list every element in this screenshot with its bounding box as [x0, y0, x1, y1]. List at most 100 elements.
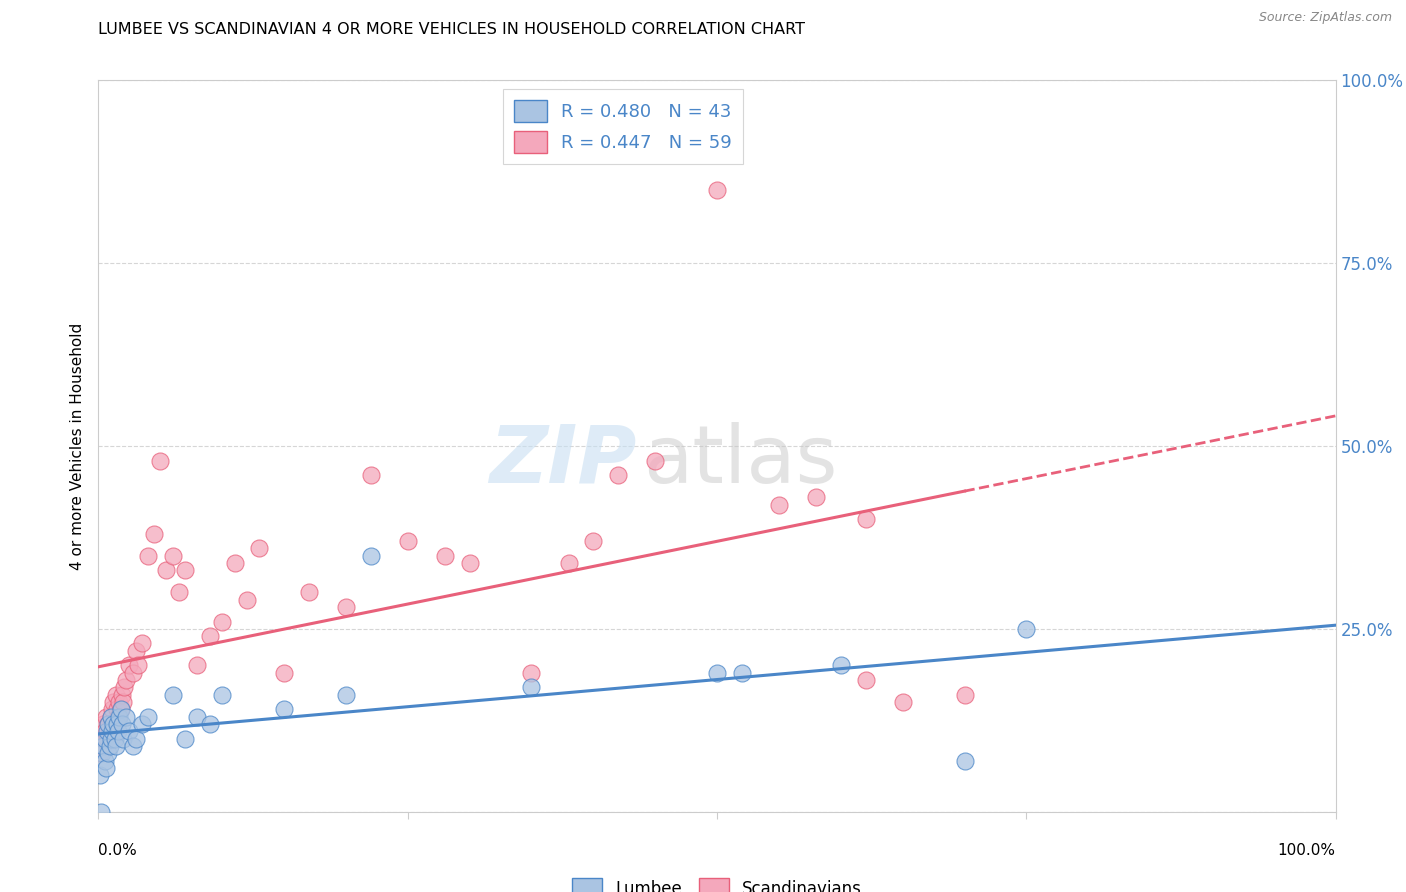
Point	[101, 724, 124, 739]
Point	[607, 468, 630, 483]
Point	[211, 615, 233, 629]
Text: 0.0%: 0.0%	[98, 843, 138, 858]
Point	[186, 709, 208, 723]
Point	[103, 717, 125, 731]
Point	[706, 183, 728, 197]
Point	[108, 709, 131, 723]
Point	[93, 739, 115, 753]
Point	[98, 739, 121, 753]
Point	[122, 739, 145, 753]
Point	[100, 731, 122, 746]
Point	[93, 724, 115, 739]
Point	[298, 585, 321, 599]
Point	[198, 717, 221, 731]
Point	[118, 724, 141, 739]
Point	[174, 731, 197, 746]
Point	[155, 563, 177, 577]
Point	[93, 731, 115, 746]
Point	[143, 526, 166, 541]
Point	[89, 746, 111, 760]
Point	[122, 665, 145, 680]
Point	[273, 702, 295, 716]
Point	[104, 739, 127, 753]
Point	[103, 695, 125, 709]
Point	[136, 709, 159, 723]
Text: 100.0%: 100.0%	[1278, 843, 1336, 858]
Point	[91, 731, 114, 746]
Point	[90, 805, 112, 819]
Point	[360, 468, 382, 483]
Point	[118, 658, 141, 673]
Point	[149, 453, 172, 467]
Point	[236, 592, 259, 607]
Point	[94, 709, 117, 723]
Text: LUMBEE VS SCANDINAVIAN 4 OR MORE VEHICLES IN HOUSEHOLD CORRELATION CHART: LUMBEE VS SCANDINAVIAN 4 OR MORE VEHICLE…	[98, 22, 806, 37]
Point	[557, 556, 579, 570]
Point	[953, 754, 976, 768]
Point	[520, 665, 543, 680]
Text: atlas: atlas	[643, 422, 837, 500]
Point	[396, 534, 419, 549]
Point	[162, 688, 184, 702]
Point	[103, 731, 125, 746]
Point	[804, 490, 827, 504]
Point	[96, 731, 118, 746]
Point	[110, 702, 132, 716]
Point	[124, 731, 146, 746]
Point	[100, 709, 122, 723]
Text: ZIP: ZIP	[489, 422, 637, 500]
Point	[112, 695, 135, 709]
Point	[855, 512, 877, 526]
Point	[91, 746, 114, 760]
Point	[127, 658, 149, 673]
Point	[433, 549, 456, 563]
Point	[93, 754, 115, 768]
Point	[96, 724, 118, 739]
Point	[97, 717, 120, 731]
Point	[112, 731, 135, 746]
Point	[247, 541, 270, 556]
Point	[768, 498, 790, 512]
Point	[167, 585, 190, 599]
Text: Source: ZipAtlas.com: Source: ZipAtlas.com	[1258, 11, 1392, 24]
Point	[706, 665, 728, 680]
Point	[100, 709, 122, 723]
Point	[111, 717, 134, 731]
Point	[94, 761, 117, 775]
Point	[97, 717, 120, 731]
Point	[131, 717, 153, 731]
Point	[731, 665, 754, 680]
Point	[114, 709, 136, 723]
Point	[108, 695, 131, 709]
Point	[458, 556, 481, 570]
Point	[112, 681, 135, 695]
Point	[273, 665, 295, 680]
Point	[107, 709, 129, 723]
Point	[110, 702, 132, 716]
Point	[101, 702, 124, 716]
Point	[97, 746, 120, 760]
Point	[111, 688, 134, 702]
Point	[335, 599, 357, 614]
Point	[224, 556, 246, 570]
Point	[89, 768, 111, 782]
Point	[520, 681, 543, 695]
Point	[105, 717, 128, 731]
Point	[124, 644, 146, 658]
Point	[360, 549, 382, 563]
Point	[186, 658, 208, 673]
Legend: Lumbee, Scandinavians: Lumbee, Scandinavians	[565, 871, 869, 892]
Point	[1015, 622, 1038, 636]
Point	[136, 549, 159, 563]
Point	[198, 629, 221, 643]
Point	[131, 636, 153, 650]
Point	[335, 688, 357, 702]
Point	[174, 563, 197, 577]
Point	[644, 453, 666, 467]
Point	[103, 717, 125, 731]
Point	[953, 688, 976, 702]
Point	[211, 688, 233, 702]
Y-axis label: 4 or more Vehicles in Household: 4 or more Vehicles in Household	[70, 322, 86, 570]
Point	[98, 724, 121, 739]
Point	[162, 549, 184, 563]
